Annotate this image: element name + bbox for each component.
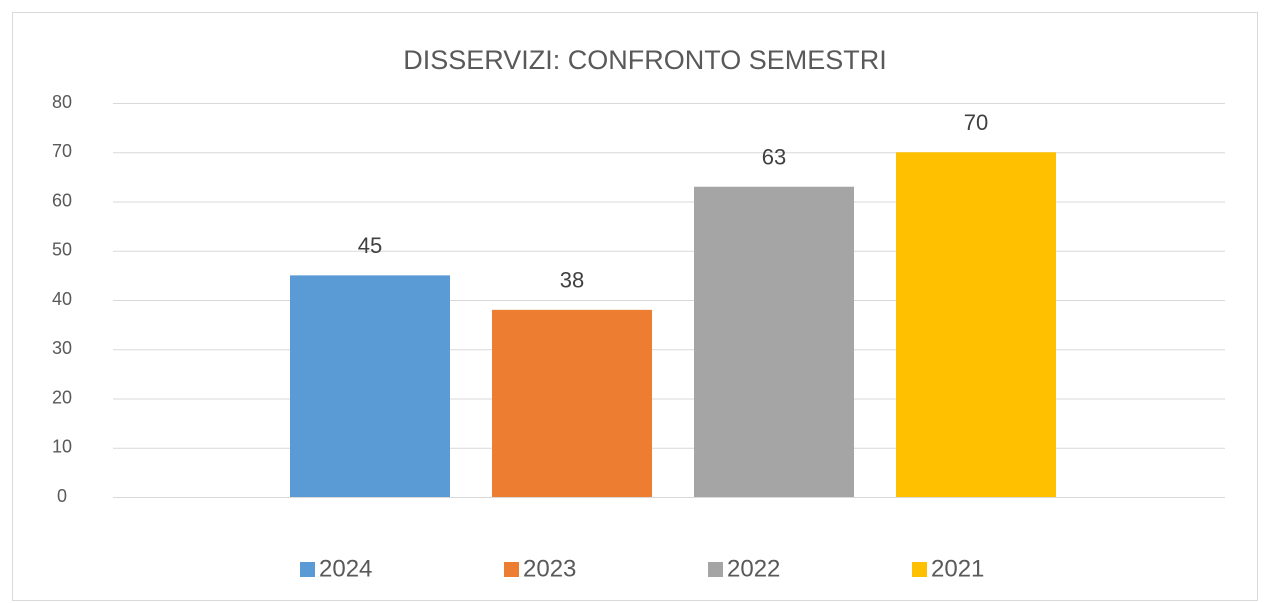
chart-border	[12, 12, 1258, 601]
bar	[694, 186, 854, 497]
y-tick-label: 0	[57, 486, 67, 506]
y-tick-label: 10	[52, 437, 72, 457]
y-tick-label: 50	[52, 240, 72, 260]
legend-label: 2024	[319, 555, 372, 582]
legend-label: 2023	[523, 555, 576, 582]
data-label: 45	[358, 233, 382, 258]
y-tick-label: 80	[52, 92, 72, 112]
data-label: 63	[762, 145, 786, 170]
legend-label: 2022	[727, 555, 780, 582]
legend-swatch	[300, 562, 315, 577]
legend-swatch	[912, 562, 927, 577]
y-tick-label: 40	[52, 289, 72, 309]
legend-swatch	[708, 562, 723, 577]
data-label: 70	[964, 110, 988, 135]
y-tick-label: 60	[52, 190, 72, 210]
y-tick-label: 70	[52, 141, 72, 161]
legend-swatch	[504, 562, 519, 577]
legend-label: 2021	[931, 555, 984, 582]
bar	[290, 275, 450, 497]
chart-title: DISSERVIZI: CONFRONTO SEMESTRI	[403, 45, 887, 75]
bar	[492, 309, 652, 497]
bar	[896, 152, 1056, 497]
y-tick-label: 30	[52, 338, 72, 358]
data-label: 38	[560, 268, 584, 293]
y-tick-label: 20	[52, 387, 72, 407]
